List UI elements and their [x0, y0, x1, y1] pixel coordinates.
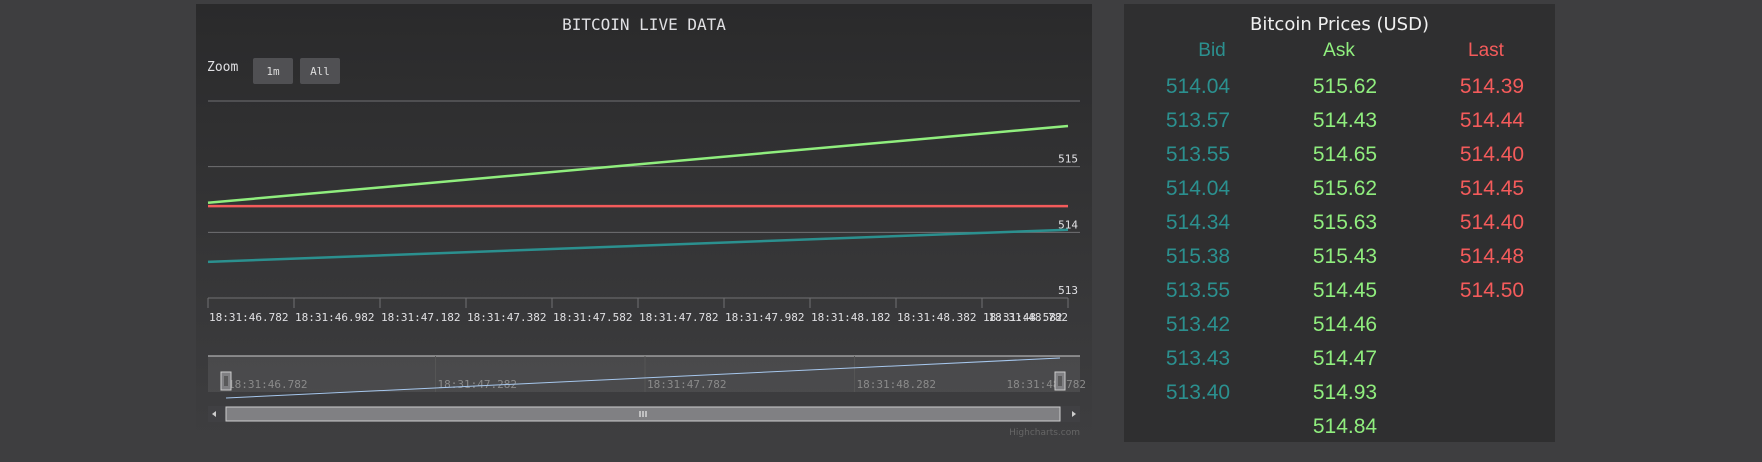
last-column: 514.39 514.44 514.40 514.45 514.40 514.48 514.…	[1432, 70, 1552, 308]
ask-price-cell: 514.65	[1312, 143, 1378, 166]
zoom-button-all-label: All	[310, 65, 330, 78]
bid-price-cell: 513.43	[1165, 347, 1231, 370]
x-tick-label: 18:31:47.582	[553, 311, 632, 324]
navigator-tick-label: 18:31:48.282	[857, 378, 936, 391]
last-price-cell: 514.40	[1459, 143, 1525, 166]
ask-price-cell: 515.43	[1312, 245, 1378, 268]
last-price-cell: 514.39	[1459, 75, 1525, 98]
ask-price-cell: 514.47	[1312, 347, 1378, 370]
ask-price-cell: 515.62	[1312, 75, 1378, 98]
y-tick-label: 515	[1058, 153, 1078, 166]
series-line-ask	[207, 124, 1069, 205]
credits[interactable]: Highcharts.com	[1009, 428, 1080, 438]
x-tick-label: 18:31:48.582	[983, 311, 1062, 324]
bid-price-cell: 513.55	[1165, 279, 1231, 302]
zoom-button-1m[interactable]: 1m	[253, 58, 293, 84]
last-price-cell: 514.40	[1459, 211, 1525, 234]
ask-price-cell: 514.93	[1312, 381, 1378, 404]
x-tick-label: 18:31:47.182	[381, 311, 460, 324]
series-layer	[207, 124, 1069, 264]
last-price-cell: 514.44	[1459, 109, 1525, 132]
grid-layer: 515 514 513	[208, 100, 1080, 297]
navigator-tick-label: 18:31:47.782	[647, 378, 726, 391]
x-tick-label: 18:31:48.182	[811, 311, 890, 324]
scroll-right-arrow-icon	[1072, 411, 1076, 417]
y-tick-label: 513	[1058, 284, 1078, 297]
bid-price-cell: 514.34	[1165, 211, 1231, 234]
x-tick-label: 18:31:48.782	[989, 311, 1068, 324]
ask-price-cell: 514.45	[1312, 279, 1378, 302]
ask-price-cell: 514.43	[1312, 109, 1378, 132]
navigator-mask	[208, 356, 1080, 392]
last-price-cell: 514.48	[1459, 245, 1525, 268]
bid-header: Bid	[1198, 40, 1226, 61]
bid-price-cell: 515.38	[1165, 245, 1231, 268]
last-header: Last	[1468, 40, 1504, 61]
bid-price-cell: 514.04	[1165, 177, 1231, 200]
chart-panel: BITCOIN LIVE DATA Zoom 1m All 515 514 513 …	[196, 4, 1092, 442]
last-price-cell: 514.50	[1459, 279, 1525, 302]
ask-price-cell: 515.62	[1312, 177, 1378, 200]
bid-price-cell: 514.04	[1165, 75, 1231, 98]
bid-price-cell: 513.57	[1165, 109, 1231, 132]
x-tick-label: 18:31:47.382	[467, 311, 546, 324]
navigator-tick-label: 18:31:46.782	[228, 378, 307, 391]
navigator-handle	[220, 371, 232, 391]
x-tick-label: 18:31:47.782	[639, 311, 718, 324]
bid-price-cell: 513.40	[1165, 381, 1231, 404]
last-price-cell: 514.45	[1459, 177, 1525, 200]
scroll-left-arrow-icon	[212, 411, 216, 417]
zoom-label: Zoom	[207, 60, 238, 75]
chart-title: BITCOIN LIVE DATA	[562, 15, 726, 34]
ask-price-cell: 514.84	[1312, 415, 1378, 438]
x-tick-label: 18:31:48.382	[897, 311, 976, 324]
zoom-button-1m-label: 1m	[266, 65, 280, 78]
y-tick-label: 514	[1058, 218, 1078, 231]
bid-price-cell: 513.55	[1165, 143, 1231, 166]
x-axis: 18:31:46.782 18:31:46.982 18:31:47.182 18:3…	[207, 297, 1069, 324]
x-tick-label: 18:31:47.982	[725, 311, 804, 324]
navigator[interactable]: 18:31:46.782 18:31:47.282 18:31:47.782 18:3…	[208, 355, 1086, 422]
ask-column: 515.62 514.43 514.65 515.62 515.63 515.43 514.…	[1285, 70, 1405, 444]
x-tick-label: 18:31:46.982	[295, 311, 374, 324]
ask-price-cell: 515.63	[1312, 211, 1378, 234]
x-tick-label: 18:31:46.782	[209, 311, 288, 324]
prices-title: Bitcoin Prices (USD)	[1250, 14, 1429, 35]
navigator-tick-label: 18:31:47.282	[438, 378, 517, 391]
ask-price-cell: 514.46	[1312, 313, 1378, 336]
chart-svg: BITCOIN LIVE DATA Zoom 1m All 515514513 …	[207, 15, 1086, 438]
bid-column: 514.04 513.57 513.55 514.04 514.34 515.38 513.…	[1138, 70, 1258, 410]
zoom-button-all[interactable]: All	[300, 58, 340, 84]
navigator-handle	[1054, 371, 1066, 391]
series-line-bid	[207, 228, 1069, 264]
navigator-series	[225, 357, 1061, 399]
prices-panel: Bitcoin Prices (USD) Bid Ask Last 514.04…	[1124, 4, 1555, 442]
ask-header: Ask	[1323, 40, 1355, 61]
bid-price-cell: 513.42	[1165, 313, 1231, 336]
navigator-tick-label: 18:31:48.782	[1007, 378, 1086, 391]
